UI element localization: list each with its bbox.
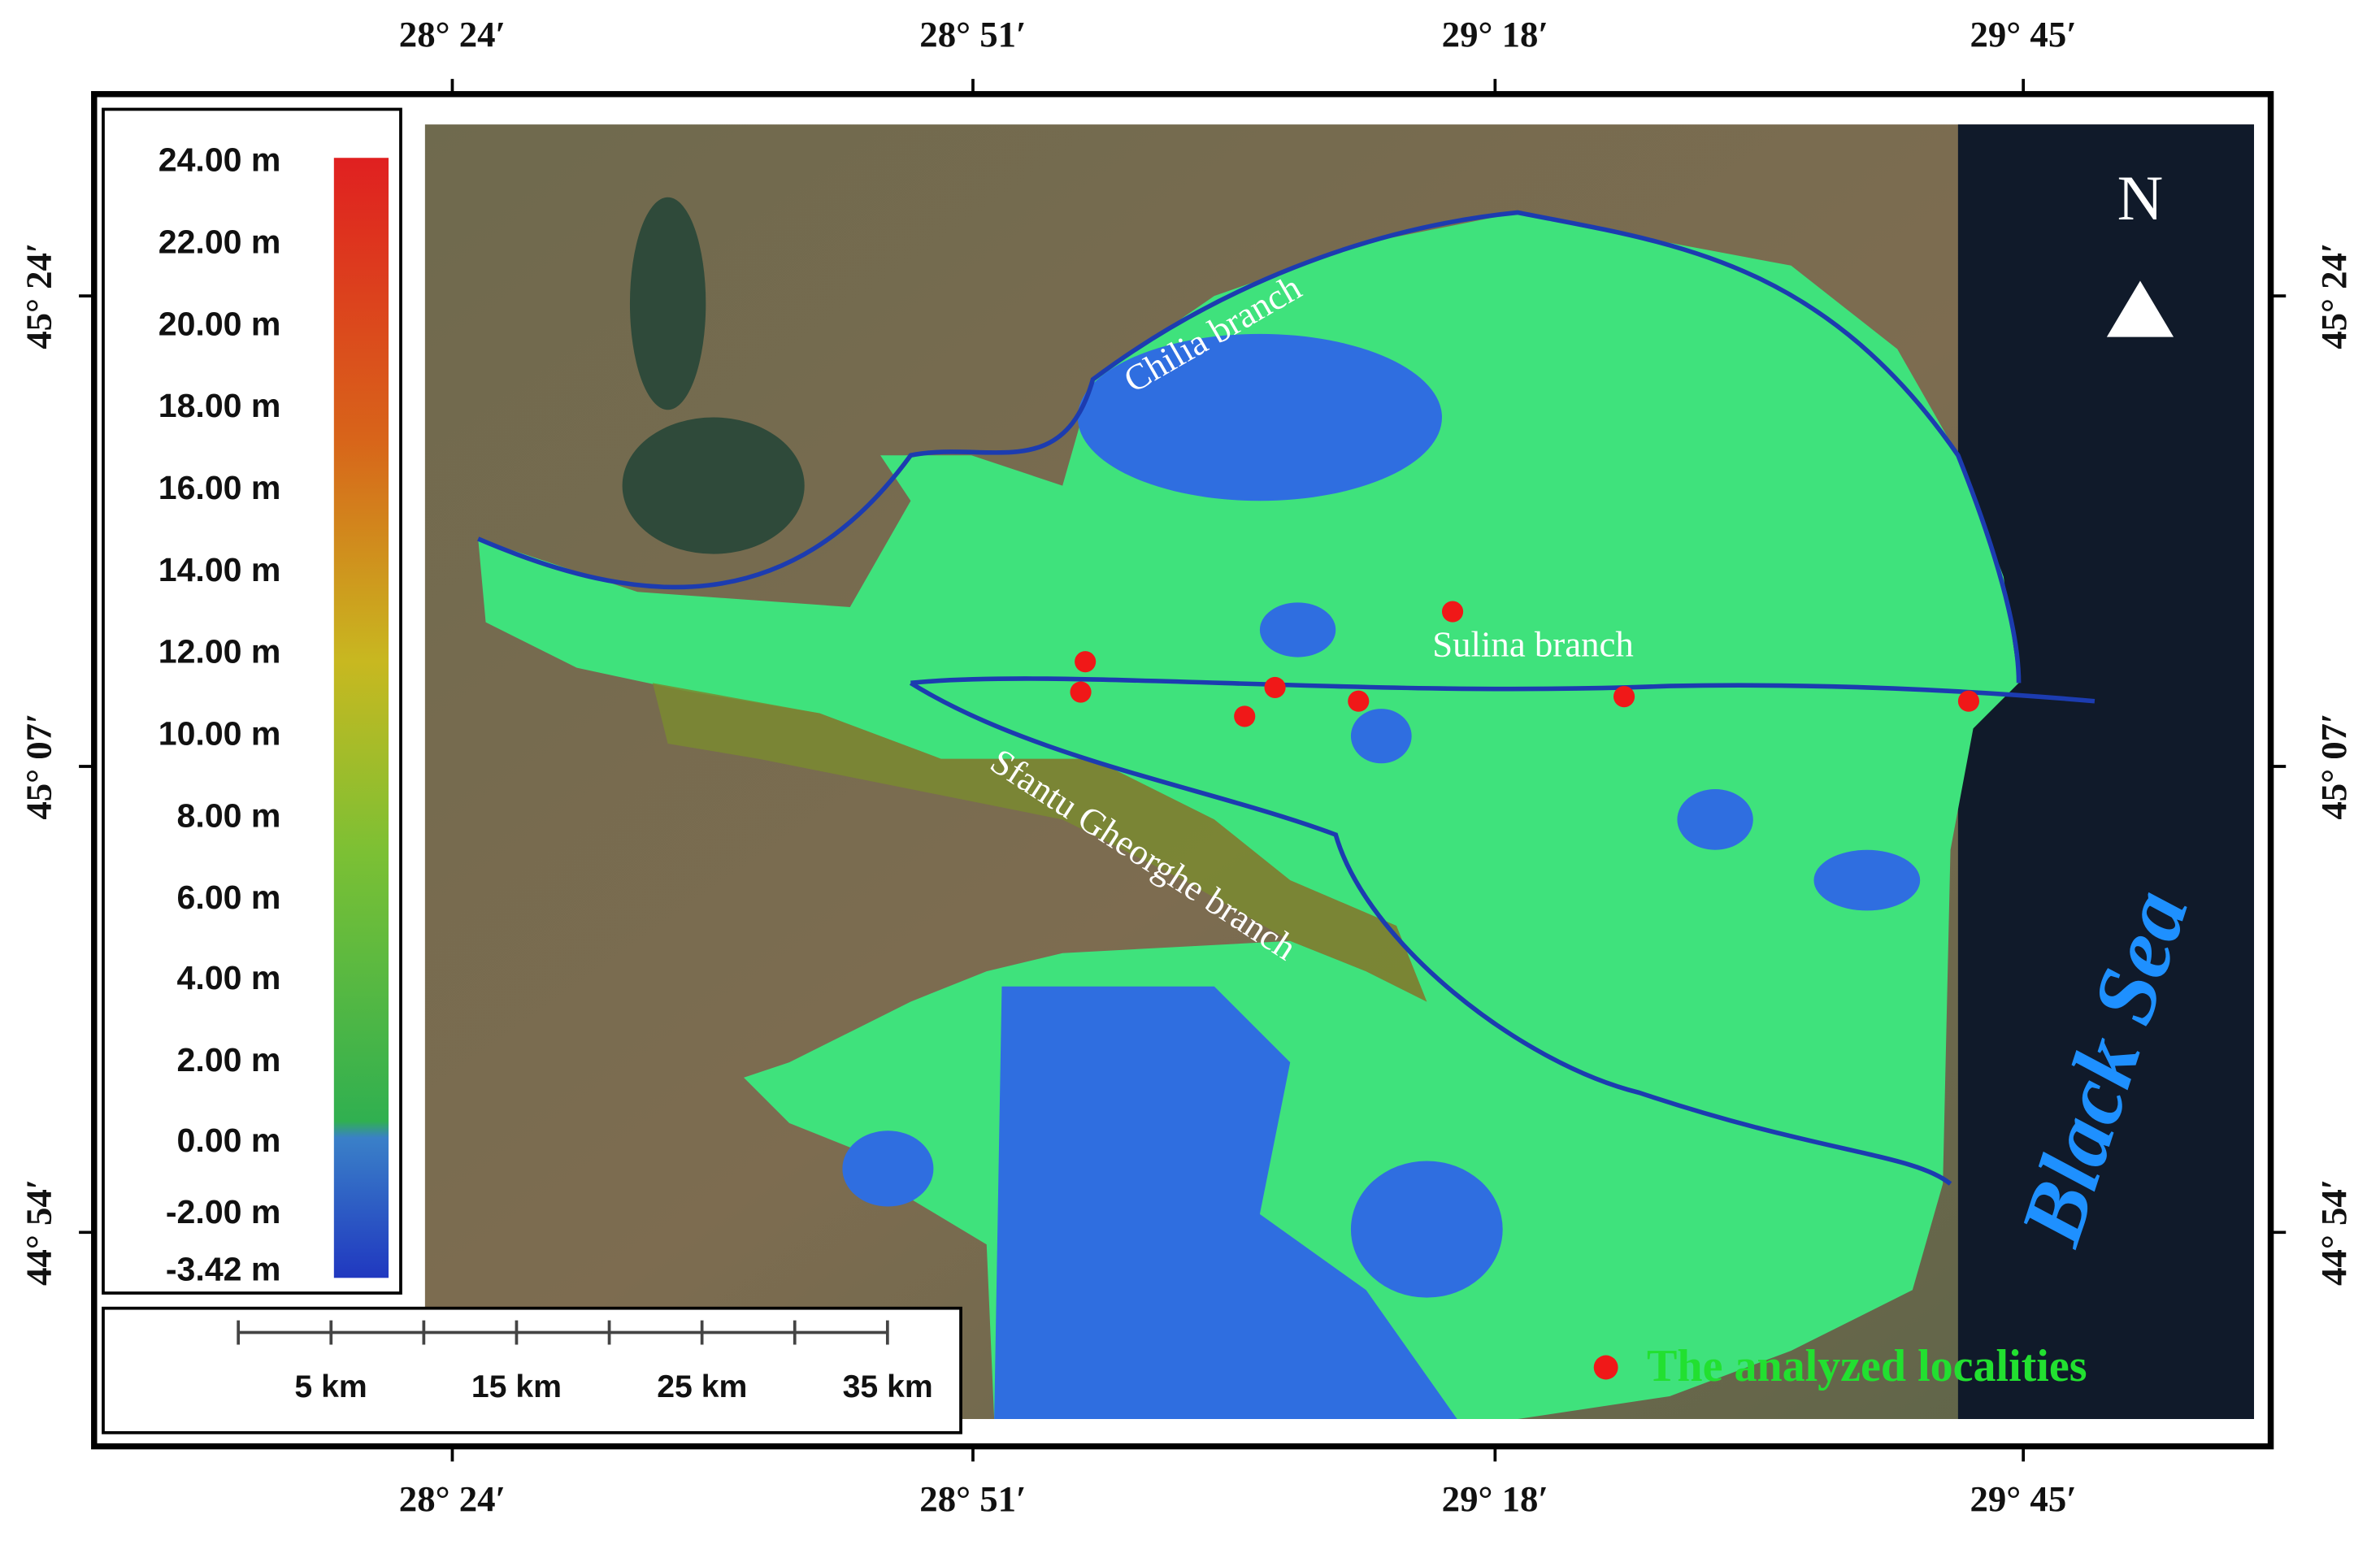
elevation-legend	[102, 107, 402, 1295]
coord-label: 45° 24′	[2313, 242, 2354, 349]
scale-label: 25 km	[657, 1369, 747, 1404]
coord-label: 28° 51′	[919, 14, 1026, 54]
map-area	[424, 124, 2255, 1419]
place-label: Sulina branch	[1432, 624, 1634, 665]
elevation-label: 20.00 m	[159, 305, 281, 342]
legend-label: The analyzed localities	[1647, 1341, 2087, 1391]
elevation-label: 12.00 m	[159, 633, 281, 671]
coord-label: 29° 18′	[1442, 14, 1548, 54]
scale-label: 35 km	[843, 1369, 933, 1404]
elevation-labels: 24.00 m 22.00 m 20.00 m 18.00 m 16.00 m 14.00…	[159, 141, 281, 1288]
coord-label: 29° 45′	[1970, 14, 2077, 54]
elevation-label: 6.00 m	[177, 879, 281, 916]
elevation-label: 2.00 m	[177, 1041, 281, 1078]
scale-label: 5 km	[294, 1369, 367, 1404]
coord-label: 29° 18′	[1442, 1478, 1548, 1519]
coord-label: 28° 24′	[399, 1478, 506, 1519]
coord-label: 45° 24′	[19, 242, 59, 349]
coord-label: 44° 54′	[2313, 1179, 2354, 1286]
elevation-label: 24.00 m	[159, 141, 281, 179]
elevation-label: -3.42 m	[166, 1251, 281, 1288]
coordinates: 28° 24′ 28° 51′ 29° 18′ 29° 45′ 28° 24′ 28° 5…	[19, 14, 2354, 1519]
coord-label: 28° 51′	[919, 1478, 1026, 1519]
localities	[1070, 601, 1980, 1380]
north-label: N	[2117, 163, 2164, 233]
frame	[91, 91, 2274, 1450]
elevation-label: 4.00 m	[177, 959, 281, 996]
scale-label: 15 km	[471, 1369, 562, 1404]
coord-label: 44° 54′	[19, 1179, 59, 1286]
elevation-label: 16.00 m	[159, 469, 281, 506]
scale-bar	[102, 1306, 962, 1434]
elevation-label: 8.00 m	[177, 796, 281, 834]
coord-label: 28° 24′	[399, 14, 506, 54]
scale-labels: 5 km 15 km 25 km 35 km	[237, 1320, 933, 1404]
elevation-label: 18.00 m	[159, 387, 281, 424]
elevation-label: 22.00 m	[159, 224, 281, 261]
coord-label: 45° 07′	[19, 713, 59, 819]
elevation-label: 10.00 m	[159, 715, 281, 753]
elevation-label: 0.00 m	[177, 1122, 281, 1159]
elevation-label: 14.00 m	[159, 551, 281, 588]
coord-label: 29° 45′	[1970, 1478, 2077, 1519]
elevation-label: -2.00 m	[166, 1193, 281, 1230]
coord-label: 45° 07′	[2313, 713, 2354, 819]
